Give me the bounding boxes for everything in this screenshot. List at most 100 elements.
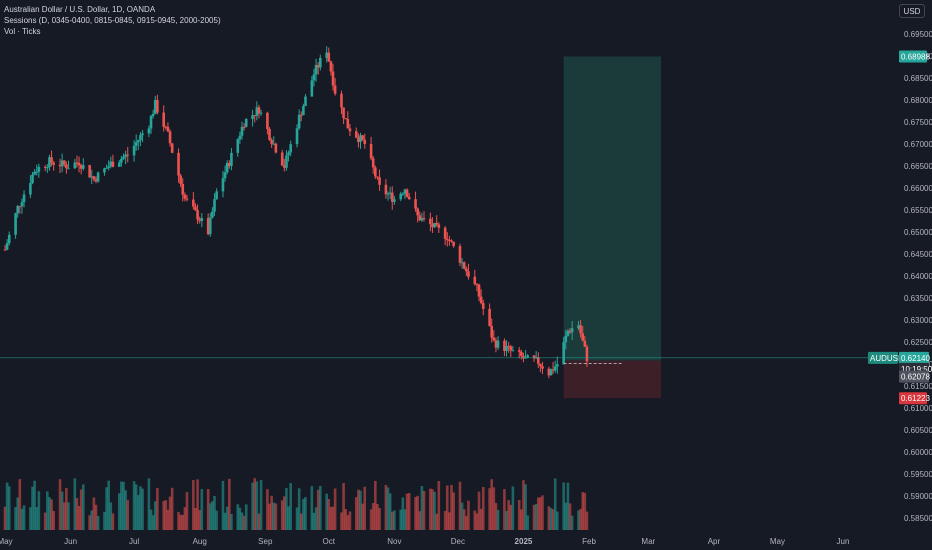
candle-body (566, 330, 570, 336)
volume-bar (200, 489, 204, 530)
volume-bar (331, 506, 335, 530)
volume-bar (374, 480, 377, 530)
volume-bar (50, 499, 53, 530)
candle-body (65, 164, 68, 169)
price-tick-label: 0.60500 (904, 426, 932, 435)
volume-bar (240, 512, 244, 530)
candle-body (244, 118, 248, 127)
candle-body (164, 126, 168, 128)
volume-bar (319, 485, 322, 530)
candle-body (312, 74, 316, 81)
volume-bar (266, 489, 269, 530)
candle-body (443, 227, 447, 239)
time-tick-label: Feb (582, 537, 596, 546)
candle-body (3, 249, 7, 251)
volume-bar (556, 511, 559, 530)
candle-body (361, 135, 364, 140)
candle-body (236, 139, 240, 153)
volume-bar (52, 510, 55, 530)
volume-bar (422, 490, 426, 530)
volume-bar (58, 479, 62, 530)
volume-bar (524, 484, 527, 530)
volume-bar (280, 500, 284, 530)
candle-body (562, 342, 565, 365)
volume-bar (117, 493, 121, 530)
volume-bar (141, 488, 144, 530)
volume-bar (344, 509, 348, 530)
candle-body (177, 152, 180, 176)
candle-body (208, 217, 212, 235)
time-tick-label: Apr (708, 537, 721, 546)
volume-bar (244, 504, 248, 530)
volume-bar (369, 509, 373, 530)
candle-body (230, 152, 233, 166)
volume-bar (151, 515, 155, 530)
volume-bar (327, 498, 331, 530)
volume-bar (107, 480, 110, 530)
volume-bar (462, 509, 466, 530)
candle-body (162, 112, 166, 127)
candle-body (522, 355, 525, 359)
volume-bar (405, 493, 409, 530)
entry-price-tag: 0.62078 (899, 370, 930, 383)
candle-body (405, 189, 409, 197)
candle-body (213, 199, 216, 212)
currency-button[interactable]: USD (899, 4, 925, 18)
candle-body (496, 340, 500, 348)
volume-bar (316, 489, 320, 530)
time-tick-label: Aug (193, 537, 207, 546)
volume-bar (221, 480, 225, 530)
candle-body (92, 176, 96, 180)
volume-bar (547, 506, 551, 530)
volume-bar (340, 512, 343, 530)
candle-body (333, 85, 337, 94)
take-profit-price-tag: 0.68988 (899, 50, 930, 63)
volume-bar (566, 482, 570, 530)
candle-body (433, 222, 436, 228)
candle-body (67, 168, 70, 170)
candle-body (583, 340, 587, 347)
candle-body (329, 61, 333, 72)
volume-bar (420, 486, 424, 530)
candle-body (386, 193, 390, 195)
candle-body (314, 65, 318, 75)
candle-body (581, 333, 585, 341)
candle-body (120, 158, 123, 163)
candle-body (283, 165, 286, 168)
legend-sessions: Sessions (D, 0345-0400, 0815-0845, 0915-… (4, 16, 221, 25)
candle-body (259, 112, 263, 114)
candle-body (253, 115, 257, 117)
candle-body (88, 165, 91, 178)
candle-body (126, 154, 130, 156)
volume-bar (473, 510, 477, 530)
candle-body (137, 140, 140, 143)
volume-bar (3, 506, 7, 530)
candle-body (48, 157, 51, 168)
volume-bar (185, 492, 189, 530)
candle-body (105, 167, 108, 169)
volume-bar (88, 515, 91, 530)
volume-bar (388, 493, 392, 530)
price-tick-label: 0.58500 (904, 514, 932, 523)
time-tick-label: Nov (387, 537, 401, 546)
stop-zone (563, 360, 662, 399)
candle-body (139, 135, 142, 141)
volume-bar (443, 510, 447, 530)
volume-bar (215, 510, 218, 530)
volume-bar (507, 500, 510, 530)
volume-bar (467, 500, 470, 530)
volume-bar (96, 515, 100, 530)
volume-bar (299, 513, 303, 530)
candle-body (479, 296, 483, 304)
candle-body (564, 335, 568, 343)
candle-body (492, 337, 496, 341)
candle-body (536, 357, 540, 364)
candle-body (344, 118, 348, 120)
volume-bar (532, 504, 536, 530)
candle-body (465, 268, 468, 272)
time-tick-label: Mar (641, 537, 655, 546)
candle-body (94, 179, 98, 182)
candle-body (505, 345, 508, 351)
volume-bar (147, 478, 151, 530)
